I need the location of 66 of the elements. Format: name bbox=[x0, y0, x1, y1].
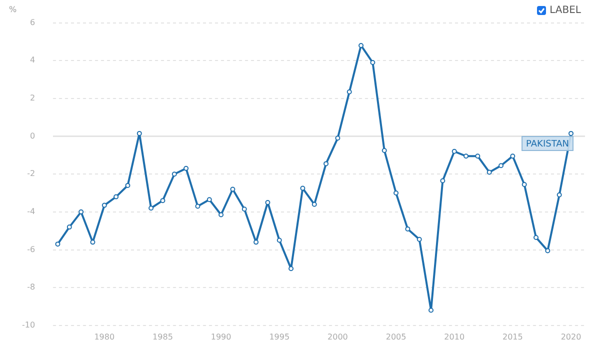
x-tick-label: 2020 bbox=[560, 332, 582, 342]
point bbox=[195, 204, 200, 209]
point bbox=[102, 202, 107, 208]
point bbox=[184, 166, 189, 171]
point bbox=[382, 148, 387, 153]
point bbox=[288, 266, 294, 272]
y-tick-label: 0 bbox=[30, 131, 36, 140]
point bbox=[230, 186, 236, 192]
y-tick-label: -8 bbox=[27, 282, 36, 292]
x-tick-label: 1995 bbox=[269, 332, 290, 342]
point bbox=[148, 206, 154, 211]
point bbox=[498, 163, 504, 168]
point bbox=[55, 242, 60, 247]
point bbox=[136, 130, 142, 136]
point bbox=[254, 240, 259, 245]
point bbox=[440, 178, 446, 184]
point bbox=[510, 154, 516, 159]
x-tick-label: 2010 bbox=[444, 332, 465, 342]
point bbox=[172, 172, 177, 177]
series-label: PAKISTAN bbox=[526, 139, 570, 150]
point bbox=[276, 238, 282, 243]
point bbox=[114, 194, 119, 200]
x-tick-label: 2015 bbox=[502, 332, 523, 342]
point bbox=[218, 212, 224, 218]
x-tick-label: 1985 bbox=[152, 332, 173, 342]
point bbox=[556, 192, 562, 198]
point bbox=[265, 200, 270, 205]
point bbox=[394, 190, 399, 196]
point bbox=[370, 60, 376, 66]
point bbox=[358, 42, 364, 48]
point bbox=[534, 234, 539, 240]
point bbox=[125, 182, 130, 188]
y-tick-label: -10 bbox=[22, 320, 36, 330]
point bbox=[452, 148, 457, 154]
y-tick-label: 2 bbox=[30, 94, 36, 103]
point bbox=[312, 202, 317, 207]
y-tick-label: 6 bbox=[30, 18, 36, 27]
point bbox=[66, 224, 72, 230]
point bbox=[78, 209, 84, 214]
point bbox=[346, 89, 352, 94]
x-tick-label: 2000 bbox=[328, 332, 348, 342]
point bbox=[160, 198, 166, 204]
point bbox=[300, 186, 306, 191]
point bbox=[324, 161, 329, 166]
x-tick-label: 1990 bbox=[210, 332, 232, 342]
point bbox=[242, 206, 247, 212]
point bbox=[545, 248, 550, 254]
point bbox=[206, 197, 212, 202]
y-tick-label: -2 bbox=[27, 169, 36, 178]
point bbox=[464, 154, 469, 159]
point bbox=[405, 226, 410, 232]
point bbox=[475, 154, 480, 159]
y-tick-label: -6 bbox=[27, 244, 36, 254]
point bbox=[90, 240, 96, 245]
x-tick-label: 2005 bbox=[386, 332, 406, 342]
text: LABEL bbox=[550, 5, 581, 16]
point bbox=[486, 170, 492, 175]
y-tick-label: 4 bbox=[30, 56, 36, 65]
point bbox=[568, 130, 574, 136]
point bbox=[522, 182, 527, 187]
point bbox=[416, 236, 422, 242]
x-tick-label: 1980 bbox=[94, 332, 115, 342]
point bbox=[428, 308, 434, 313]
y-tick-label: -4 bbox=[27, 207, 36, 216]
y-axis-title: % bbox=[9, 5, 17, 14]
point bbox=[335, 136, 340, 141]
